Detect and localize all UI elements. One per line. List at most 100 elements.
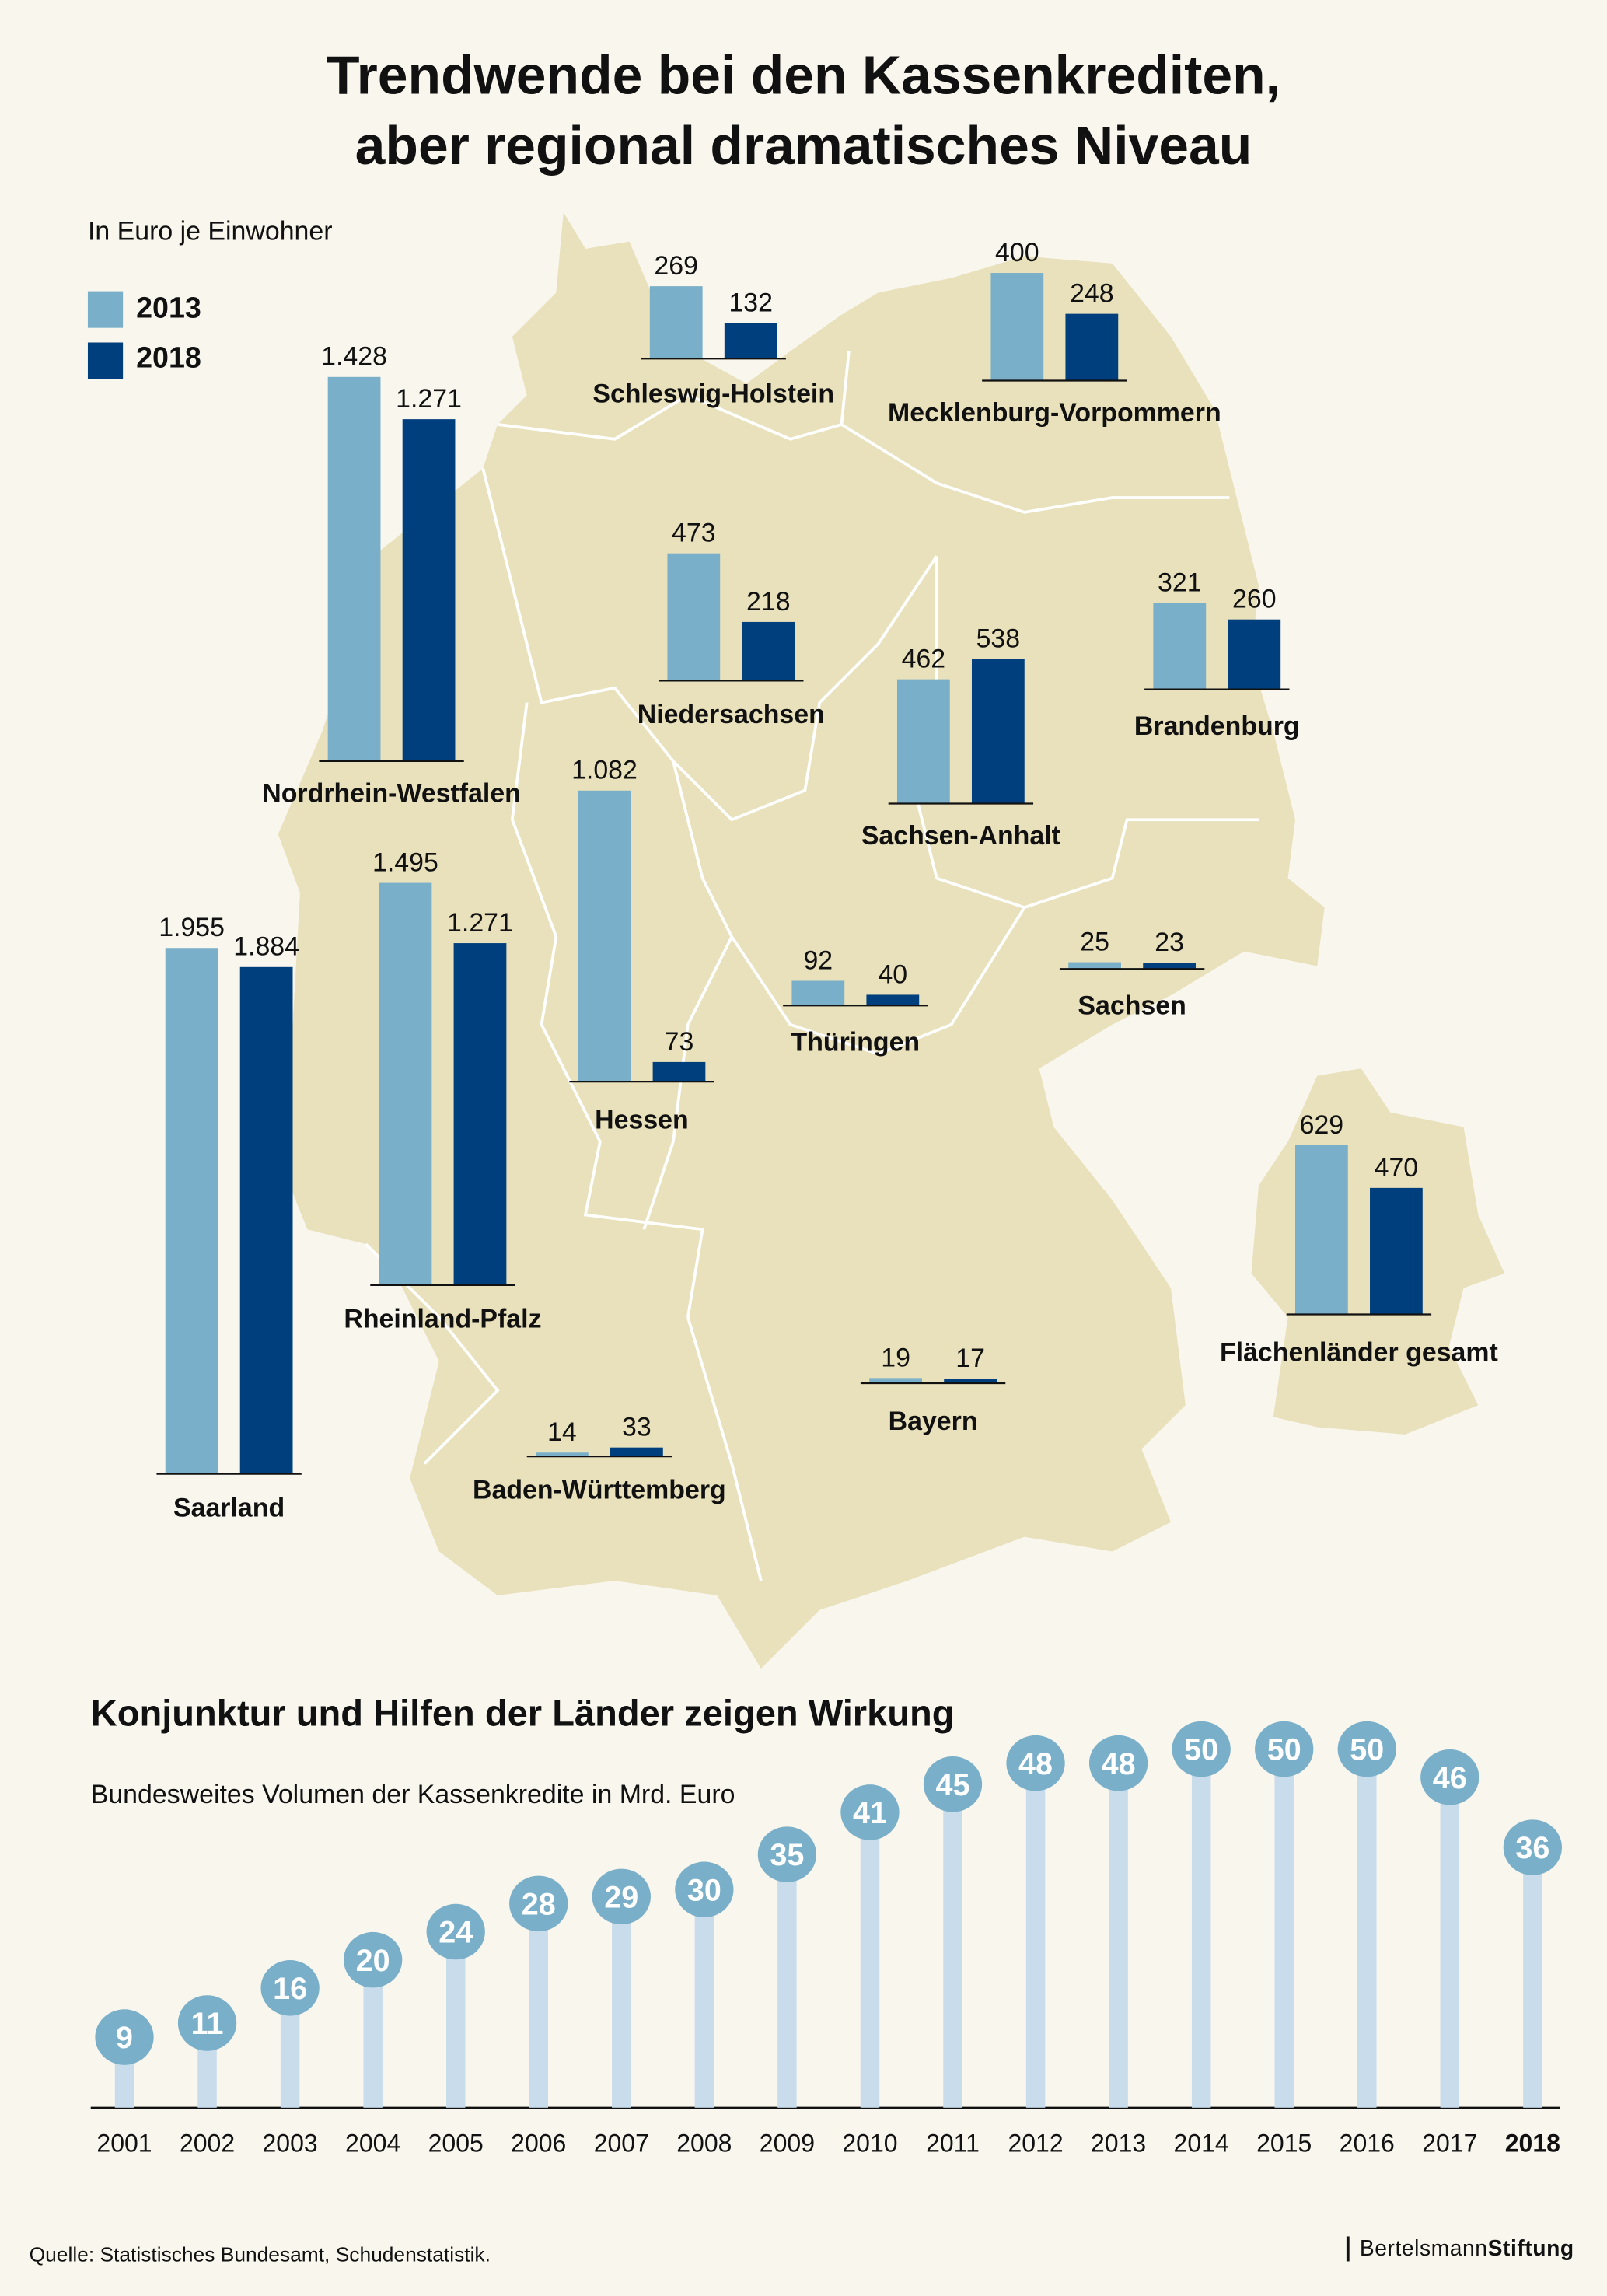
bar-value-label: 462 (902, 645, 946, 674)
germany-shape (278, 211, 1325, 1669)
bar-2013 (869, 1378, 922, 1383)
bar-2018 (652, 1061, 706, 1082)
lollipop-head (1006, 1735, 1065, 1791)
logo-part2: Stiftung (1487, 2236, 1574, 2262)
bar-2018 (724, 323, 777, 359)
state-bars: 269 132 400 248 1.428 1.271 473 218 462 538 321 260… (156, 238, 1432, 1475)
lollipop-value-label: 45 (936, 1768, 970, 1802)
legend-swatch-2013 (87, 291, 124, 328)
bar-group: 19 17 (860, 1343, 1006, 1385)
state-label: Niedersachsen (637, 699, 825, 729)
bar-group: 1.955 1.884 (156, 913, 302, 1475)
lollipop-value-label: 30 (687, 1873, 721, 1907)
bar-2013 (1295, 1145, 1348, 1315)
lollipop-value-label: 11 (191, 2007, 224, 2041)
bar-value-label: 1.428 (321, 342, 387, 372)
lollipop-head (509, 1875, 568, 1932)
bar-2013 (649, 286, 703, 359)
lollipop-head (923, 1756, 983, 1812)
bar-2013 (1068, 962, 1121, 970)
lollipop-value-label: 41 (853, 1796, 887, 1830)
lollipop-stem (1523, 1847, 1542, 2108)
legend-label-2018: 2018 (136, 342, 201, 375)
bar-value-label: 1.271 (447, 908, 513, 938)
bar-value-label: 1.955 (159, 913, 225, 942)
bar-value-label: 19 (881, 1343, 910, 1372)
year-tick-label: 2007 (594, 2129, 649, 2157)
bar-group: 1.495 1.271 (370, 847, 515, 1286)
bar-group: 629 470 (1286, 1110, 1432, 1316)
lollipop-head (426, 1903, 485, 1960)
lollipop-value-label: 50 (1184, 1733, 1218, 1767)
state-label: Schleswig-Holstein (592, 379, 835, 409)
bar-group: 1.082 73 (569, 756, 714, 1083)
bar-value-label: 1.082 (571, 756, 638, 785)
bar-2018 (1065, 313, 1119, 381)
bar-2018 (453, 943, 507, 1285)
lollipop-value-label: 35 (770, 1838, 804, 1872)
state-label: Sachsen (1078, 991, 1186, 1021)
bar-2018 (402, 419, 456, 761)
bar-2013 (578, 790, 631, 1082)
bar-value-label: 260 (1232, 585, 1277, 614)
year-tick-label: 2003 (263, 2129, 318, 2157)
bar-group: 92 40 (783, 945, 928, 1007)
bar-value-label: 73 (665, 1027, 694, 1057)
year-tick-label: 2012 (1008, 2129, 1063, 2157)
lollipop-head (344, 1931, 403, 1988)
page-title: Trendwende bei den Kassenkrediten, aber … (0, 41, 1607, 182)
bar-group: 14 33 (526, 1413, 672, 1458)
lollipop-stem (445, 1931, 466, 2108)
bar-2018 (742, 621, 795, 681)
bar-2013 (1153, 603, 1207, 690)
bar-2013 (165, 948, 218, 1474)
state-borders (365, 351, 1259, 1581)
logo-part1: Bertelsmann (1359, 2236, 1488, 2262)
bar-group: 321 260 (1144, 568, 1290, 690)
lollipop-head (1088, 1735, 1148, 1791)
bar-2018 (239, 966, 293, 1474)
bar-2013 (896, 679, 950, 804)
bar-value-label: 33 (622, 1413, 652, 1442)
lollipop-value-label: 24 (438, 1916, 473, 1950)
state-label: Bayern (888, 1407, 978, 1436)
bar-value-label: 629 (1300, 1110, 1344, 1140)
lollipop-value-label: 29 (604, 1880, 638, 1914)
year-tick-label: 2013 (1091, 2129, 1146, 2157)
volume-lollipop-chart: 9 2001 11 2002 16 2003 20 2004 24 2005 28 2006 29 200… (90, 1721, 1563, 2157)
lollipop-value-label: 20 (356, 1944, 390, 1978)
bar-2018 (1370, 1187, 1423, 1315)
year-tick-label: 2011 (926, 2129, 980, 2157)
lollipop-head (1503, 1819, 1563, 1875)
lollipop-head (1420, 1749, 1479, 1805)
bar-group: 400 248 (982, 238, 1127, 382)
bar-group: 462 538 (888, 624, 1034, 805)
lollipop-head (675, 1861, 734, 1918)
bar-2013 (379, 882, 432, 1285)
bar-group: 269 132 (641, 251, 786, 360)
bar-value-label: 248 (1070, 279, 1114, 309)
bar-value-label: 92 (803, 945, 833, 975)
state-label: Nordrhein-Westfalen (262, 778, 521, 809)
lollipop-head (757, 1826, 817, 1882)
bar-value-label: 40 (878, 959, 907, 989)
lollipop-value-label: 46 (1433, 1761, 1467, 1795)
bertelsmann-logo: BertelsmannStiftung (1346, 2236, 1574, 2262)
lollipop-head (177, 1995, 237, 2051)
lollipop-stem (1357, 1749, 1377, 2108)
year-tick-label: 2002 (180, 2129, 235, 2157)
unit-label: In Euro je Einwohner (87, 216, 333, 246)
lollipop-value-label: 9 (116, 2021, 133, 2055)
year-tick-label: 2015 (1256, 2129, 1312, 2157)
lollipop-head (592, 1868, 651, 1925)
bar-value-label: 17 (955, 1344, 985, 1373)
lollipop-value-label: 50 (1267, 1733, 1301, 1767)
bar-2013 (791, 980, 845, 1006)
lollipop-stem (612, 1896, 631, 2108)
state-label: Flächenländer gesamt (1219, 1337, 1498, 1368)
bar-2018 (610, 1447, 663, 1457)
bar-value-label: 473 (672, 519, 716, 548)
bar-value-label: 218 (746, 587, 791, 617)
section-heading: Konjunktur und Hilfen der Länder zeigen … (90, 1693, 955, 1735)
